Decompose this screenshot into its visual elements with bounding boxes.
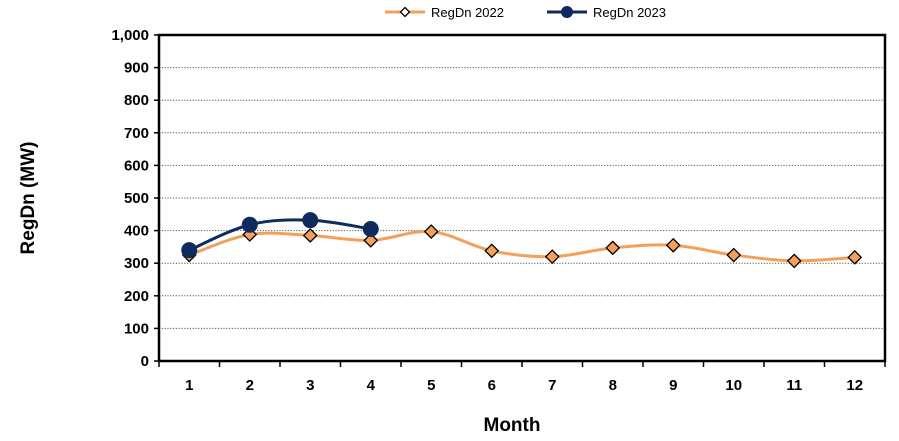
y-axis-title: RegDn (MW) [18,142,39,255]
x-tick-label: 1 [185,377,193,394]
legend-item: RegDn 2023 [547,5,666,20]
y-tick-label: 300 [124,255,149,272]
data-point [302,228,318,243]
data-point [302,212,319,229]
series-line [188,229,855,263]
legend-marker [561,6,573,18]
y-tick-label: 900 [124,60,149,77]
y-tick-label: 0 [141,353,149,370]
x-tick-label: 10 [725,377,742,394]
x-tick-label: 2 [246,377,254,394]
legend-label: RegDn 2022 [431,5,504,20]
y-tick-label: 200 [124,288,149,305]
legend-item: RegDn 2022 [385,5,504,20]
data-point [605,240,621,256]
y-tick-label: 500 [124,190,149,207]
x-axis: 1 2 3 4 5 6 7 8 9 10 11 12 [158,361,886,394]
legend-label: RegDn 2023 [593,5,666,20]
legend: RegDn 2022 RegDn 2023 [385,5,666,20]
x-tick-label: 11 [786,377,802,394]
y-tick-label: 1,000 [111,27,149,44]
data-point [241,216,258,233]
series-2 [181,212,379,259]
y-tick-label: 700 [124,125,149,142]
gridlines [159,67,885,329]
data-point [181,242,198,259]
x-tick-label: 12 [846,377,863,394]
data-point [726,247,742,263]
x-tick-label: 5 [427,377,435,394]
series-1 [181,224,863,269]
data-point [786,253,802,269]
y-tick-label: 100 [124,320,149,337]
x-axis-title: Month [484,415,541,436]
y-axis: 0 100 200 300 400 500 600 700 800 900 1,000 [111,27,159,370]
x-tick-label: 4 [367,377,376,394]
data-point [847,249,863,265]
data-point [363,232,379,248]
x-tick-label: 9 [669,377,677,394]
data-point [484,243,500,259]
series-layer [181,212,863,269]
x-tick-label: 7 [548,377,556,394]
x-tick-label: 6 [488,377,496,394]
legend-marker [399,6,411,18]
x-tick-label: 3 [306,377,314,394]
data-point [362,220,379,237]
data-point [423,224,439,239]
data-point [544,249,560,265]
x-tick-label: 8 [609,377,617,394]
y-tick-label: 400 [124,223,149,240]
data-point [665,237,681,253]
y-tick-label: 800 [124,92,149,109]
series-line [188,218,371,252]
y-tick-label: 600 [124,157,149,174]
